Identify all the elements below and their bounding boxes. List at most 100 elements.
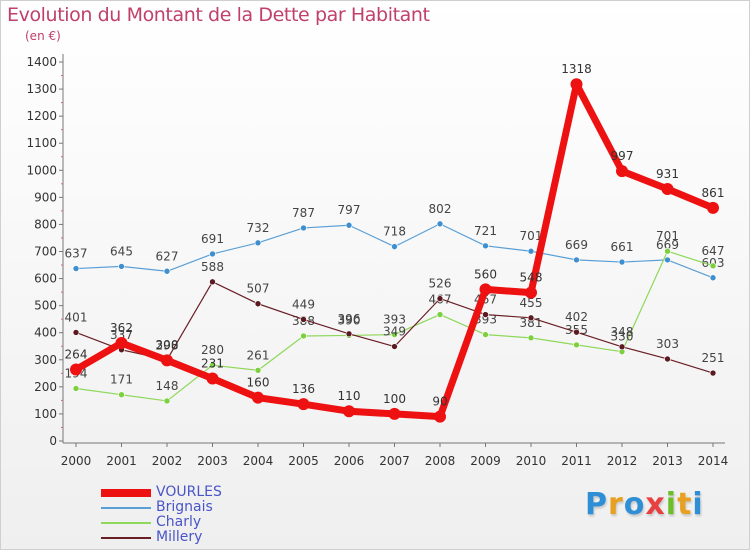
- data-label-vourles: 100: [383, 392, 406, 406]
- data-label-millery: 348: [611, 325, 634, 339]
- legend-swatch: [101, 537, 151, 539]
- x-tick-label: 2010: [516, 454, 547, 468]
- data-point-vourles: [297, 398, 310, 411]
- data-point-charly: [391, 331, 398, 338]
- y-tick-label: 900: [34, 190, 57, 204]
- legend-item-charly: Charly: [101, 514, 301, 530]
- data-label-vourles: 931: [656, 167, 679, 181]
- y-tick-label: 1400: [26, 55, 57, 69]
- data-label-brignais: 637: [65, 247, 88, 261]
- data-point-millery: [709, 369, 717, 377]
- data-point-millery: [482, 311, 489, 318]
- logo-letter: i: [665, 487, 678, 522]
- data-point-brignais: [618, 258, 626, 266]
- data-label-charly: 393: [474, 313, 497, 327]
- data-label-vourles: 548: [520, 271, 543, 285]
- data-point-vourles: [206, 372, 219, 385]
- data-label-vourles: 160: [247, 376, 270, 390]
- data-label-millery: 526: [429, 277, 452, 291]
- data-point-brignais: [72, 265, 80, 272]
- data-label-vourles: 136: [292, 382, 315, 396]
- data-label-millery: 303: [656, 337, 679, 351]
- data-point-brignais: [527, 247, 535, 255]
- data-label-millery: 449: [292, 297, 315, 311]
- data-label-brignais: 721: [474, 224, 497, 238]
- data-point-millery: [391, 343, 398, 350]
- data-label-charly: 171: [110, 373, 133, 387]
- data-label-millery: 337: [110, 328, 133, 342]
- data-label-millery: 588: [201, 260, 224, 274]
- x-tick-label: 2005: [288, 454, 319, 468]
- data-label-vourles: 997: [611, 149, 634, 163]
- y-tick-label: 800: [34, 217, 57, 231]
- data-point-millery: [527, 314, 535, 322]
- y-tick-label: 400: [34, 326, 57, 340]
- data-point-charly: [527, 334, 535, 342]
- legend-item-vourles: VOURLES: [101, 484, 301, 500]
- data-point-vourles: [115, 337, 128, 350]
- data-point-brignais: [254, 239, 262, 247]
- data-point-vourles: [616, 165, 628, 178]
- data-point-brignais: [482, 242, 489, 250]
- data-label-millery: 507: [247, 282, 270, 296]
- data-point-millery: [618, 343, 626, 351]
- data-point-millery: [573, 328, 580, 336]
- series-vourles: 264 362 298 231 160 136 110 100 90 560 548 1318 997 9…: [65, 62, 725, 423]
- data-point-brignais: [709, 274, 717, 282]
- y-tick-label: 1300: [26, 82, 57, 96]
- data-label-vourles: 231: [201, 356, 224, 370]
- data-label-millery: 402: [565, 310, 588, 324]
- y-tick-label: 0: [49, 434, 57, 448]
- data-point-charly: [664, 247, 671, 255]
- x-tick-label: 2012: [607, 454, 638, 468]
- data-label-brignais: 627: [156, 249, 179, 263]
- data-point-vourles: [252, 391, 264, 404]
- data-point-millery: [300, 316, 307, 323]
- chart-title: Evolution du Montant de la Dette par Hab…: [7, 4, 430, 26]
- data-point-brignais: [209, 250, 216, 258]
- data-label-brignais: 669: [656, 238, 679, 252]
- data-label-charly: 390: [338, 313, 361, 327]
- data-label-charly: 148: [156, 379, 179, 393]
- data-label-brignais: 787: [292, 206, 315, 220]
- x-tick-label: 2006: [334, 454, 365, 468]
- x-tick-label: 2011: [561, 454, 592, 468]
- data-label-brignais: 669: [565, 238, 588, 252]
- data-point-millery: [664, 355, 671, 363]
- y-tick-label: 1100: [26, 136, 57, 150]
- data-label-vourles: 362: [110, 321, 133, 335]
- y-tick-label: 300: [34, 353, 57, 367]
- legend-swatch: [101, 522, 151, 524]
- data-label-charly: 701: [656, 229, 679, 243]
- data-label-vourles: 560: [474, 267, 497, 281]
- x-tick-label: 2009: [470, 454, 501, 468]
- data-point-charly: [163, 397, 171, 405]
- data-label-vourles: 298: [156, 338, 179, 352]
- data-label-brignais: 718: [383, 225, 406, 239]
- data-label-charly: 393: [383, 313, 406, 327]
- data-point-brignais: [573, 256, 580, 264]
- data-point-brignais: [436, 220, 444, 228]
- y-axis-unit: (en €): [25, 29, 61, 43]
- legend-label: Brignais: [156, 499, 213, 515]
- data-label-vourles: 1318: [561, 62, 592, 76]
- data-point-brignais: [345, 221, 353, 229]
- data-point-charly: [436, 311, 444, 318]
- legend-label: VOURLES: [156, 484, 222, 500]
- data-point-millery: [345, 330, 353, 338]
- data-point-brignais: [664, 256, 671, 264]
- data-label-charly: 280: [201, 343, 224, 357]
- legend-item-brignais: Brignais: [101, 499, 301, 515]
- legend: VOURLES Brignais Charly Millery: [101, 484, 301, 545]
- logo-letter: x: [645, 487, 666, 522]
- x-tick-label: 2002: [152, 454, 183, 468]
- data-label-millery: 251: [702, 351, 725, 365]
- data-point-brignais: [300, 224, 307, 232]
- data-label-vourles: 861: [702, 186, 725, 200]
- data-point-charly: [709, 262, 717, 270]
- data-point-vourles: [661, 182, 674, 195]
- logo-letter: t: [677, 487, 693, 522]
- data-point-vourles: [343, 405, 355, 418]
